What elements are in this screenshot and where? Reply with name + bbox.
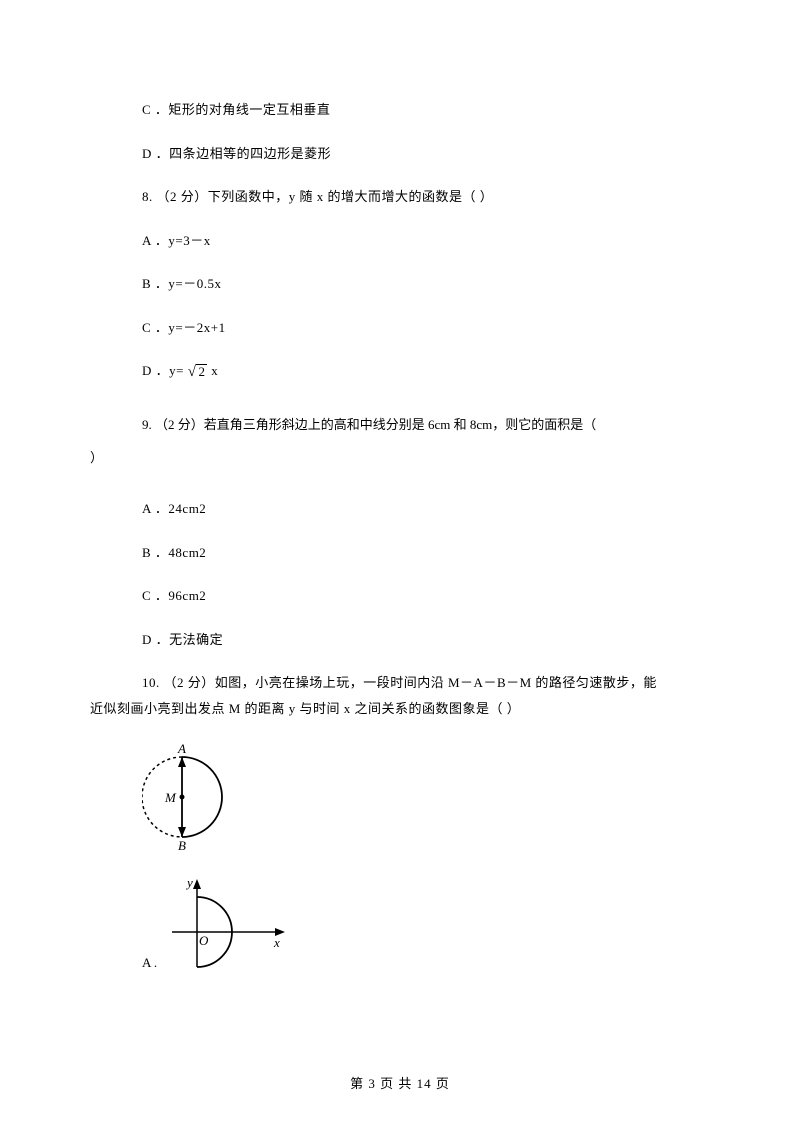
q9-stem: 9. （2 分）若直角三角形斜边上的高和中线分别是 6cm 和 8cm，则它的面… — [90, 408, 710, 476]
q10-path-diagram: A B M — [142, 742, 710, 857]
q10-option-a: A . y x O — [142, 877, 710, 977]
q9-option-b: B ．48cm2 — [90, 543, 710, 563]
diagram-label-b: B — [178, 838, 186, 852]
q9-option-a: A ．24cm2 — [90, 499, 710, 519]
q8-option-c: C ．y=－2x+1 — [90, 318, 710, 338]
q9-stem-line1: 9. （2 分）若直角三角形斜边上的高和中线分别是 6cm 和 8cm，则它的面… — [90, 417, 596, 432]
q9-stem-line2: ） — [90, 450, 103, 465]
q7-option-d: D ．四条边相等的四边形是菱形 — [90, 144, 710, 164]
q10-stem-line1: 10. （2 分）如图，小亮在操场上玩，一段时间内沿 M－A－B－M 的路径匀速… — [90, 673, 710, 693]
q8-option-d-suffix: x — [207, 363, 218, 378]
q9-option-d: D ．无法确定 — [90, 630, 710, 650]
diagram-label-a: A — [177, 742, 186, 756]
diagram-label-m: M — [164, 790, 177, 805]
origin-label: O — [199, 933, 209, 948]
axis-x-label: x — [273, 935, 280, 950]
q7-option-c: C ．矩形的对角线一定互相垂直 — [90, 100, 710, 120]
page-footer: 第 3 页 共 14 页 — [0, 1073, 800, 1092]
q8-option-a: A ．y=3－x — [90, 231, 710, 251]
q10-stem-line2: 近似刻画小亮到出发点 M 的距离 y 与时间 x 之间关系的函数图象是（ ） — [90, 699, 710, 719]
q9-option-c: C ．96cm2 — [90, 586, 710, 606]
q10-graph-a: y x O — [167, 877, 297, 977]
axis-y-label: y — [185, 877, 193, 890]
q10-option-a-label: A . — [142, 955, 157, 977]
sqrt-icon: √2 — [188, 361, 208, 384]
q8-option-d-prefix: D ．y= — [142, 363, 188, 378]
q8-option-d: D ．y= √2 x — [90, 361, 710, 384]
q8-option-b: B ．y=－0.5x — [90, 274, 710, 294]
q8-stem: 8. （2 分）下列函数中，y 随 x 的增大而增大的函数是（ ） — [90, 187, 710, 207]
q8-radicand: 2 — [196, 364, 207, 379]
page: C ．矩形的对角线一定互相垂直 D ．四条边相等的四边形是菱形 8. （2 分）… — [0, 0, 800, 1132]
